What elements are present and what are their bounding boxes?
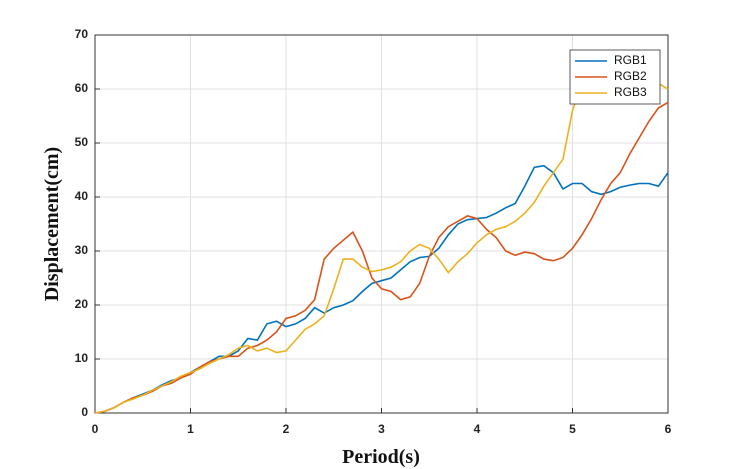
y-tick-label: 30 [75, 243, 89, 257]
x-axis-label: Period(s) [342, 446, 420, 468]
y-axis-label: Displacement(cm) [41, 147, 63, 301]
x-tick-label: 4 [474, 422, 481, 436]
x-tick-label: 1 [187, 422, 194, 436]
data-line [94, 77, 669, 414]
y-tick-label: 10 [75, 351, 89, 365]
legend-label: RGB3 [614, 85, 647, 99]
x-tick-label: 6 [665, 422, 672, 436]
legend-label: RGB1 [614, 53, 647, 67]
y-tick-label: 50 [75, 135, 89, 149]
data-line [94, 101, 669, 414]
x-tick-label: 0 [92, 422, 99, 436]
y-tick-label: 20 [75, 297, 89, 311]
y-tick-label: 0 [81, 405, 88, 419]
axes-box [94, 34, 669, 414]
x-tick-label: 3 [378, 422, 385, 436]
y-tick-label: 70 [75, 27, 89, 41]
legend-label: RGB2 [614, 69, 647, 83]
y-tick-label: 40 [75, 189, 89, 203]
y-tick-label: 60 [75, 81, 89, 95]
x-tick-label: 2 [283, 422, 290, 436]
x-tick-label: 5 [569, 422, 576, 436]
